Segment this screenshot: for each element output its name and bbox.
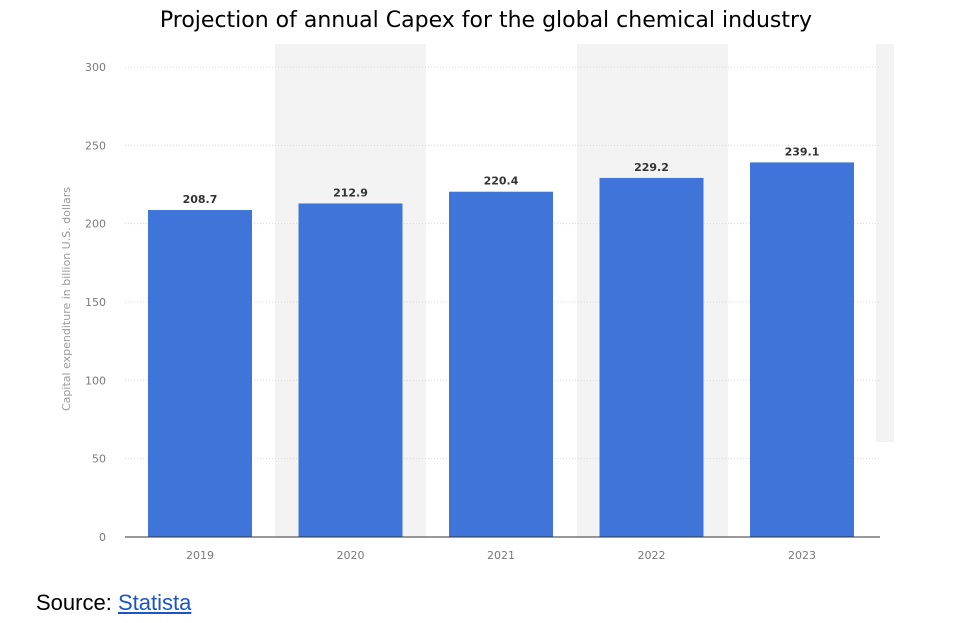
y-tick-200: 200 <box>85 218 106 231</box>
y-tick-250: 250 <box>85 139 106 152</box>
x-tick-2020: 2020 <box>337 549 365 562</box>
y-tick-150: 150 <box>85 296 106 309</box>
x-axis-ticks: 2019 2020 2021 2022 2023 <box>186 549 816 562</box>
y-tick-0: 0 <box>99 531 106 544</box>
data-label-2023: 239.1 <box>785 145 820 158</box>
x-tick-2023: 2023 <box>788 549 816 562</box>
bar-2019 <box>148 210 252 537</box>
y-tick-100: 100 <box>85 374 106 387</box>
y-axis-ticks: 0 50 100 150 200 250 300 <box>85 61 106 544</box>
y-tick-50: 50 <box>92 453 106 466</box>
data-label-2021: 220.4 <box>484 175 519 188</box>
x-tick-2019: 2019 <box>186 549 214 562</box>
bar-2020 <box>298 203 403 537</box>
y-tick-300: 300 <box>85 61 106 74</box>
bar-chart: 208.7 212.9 220.4 229.2 239.1 0 50 100 150 200 25… <box>60 44 894 562</box>
data-label-2020: 212.9 <box>333 186 368 199</box>
y-axis-label: Capital expenditure in billion U.S. doll… <box>60 187 73 411</box>
edge-band <box>876 44 894 442</box>
source-line: Source: Statista <box>36 590 191 616</box>
bar-2023 <box>750 162 854 537</box>
x-tick-2022: 2022 <box>638 549 666 562</box>
data-label-2022: 229.2 <box>634 161 669 174</box>
data-label-2019: 208.7 <box>183 193 218 206</box>
source-link[interactable]: Statista <box>117 590 192 615</box>
bar-2022 <box>599 177 704 538</box>
x-tick-2021: 2021 <box>487 549 515 562</box>
bars <box>148 162 854 538</box>
chart-title: Projection of annual Capex for the globa… <box>159 8 813 33</box>
source-prefix: Source: <box>36 590 118 615</box>
bar-2021 <box>449 191 553 537</box>
data-labels: 208.7 212.9 220.4 229.2 239.1 <box>183 145 820 206</box>
